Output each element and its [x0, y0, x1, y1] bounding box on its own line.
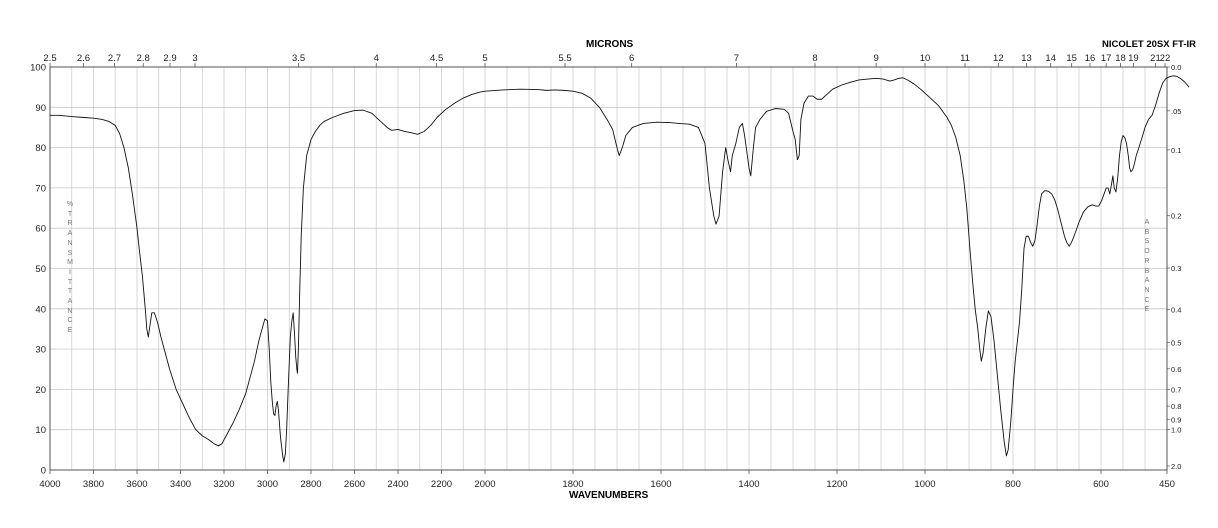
x-tick-label: 600 [1093, 479, 1109, 490]
x-tick-label: 800 [1005, 479, 1021, 490]
y-tick-label: 70 [35, 183, 46, 194]
micron-tick-label: 11 [960, 53, 970, 64]
micron-tick-label: 7 [734, 53, 739, 64]
micron-tick-label: 3 [192, 53, 197, 64]
x-tick-label: 2400 [387, 479, 408, 490]
y-tick-label: 40 [35, 304, 46, 315]
y-tick-label: 20 [35, 385, 46, 396]
absorbance-tick-label: 0.5 [1171, 339, 1181, 348]
absorbance-tick-label: 0.8 [1171, 402, 1181, 411]
plot-frame [49, 66, 1168, 471]
absorbance-tick-label: 0.2 [1171, 212, 1181, 221]
micron-tick-label: 3.5 [292, 53, 305, 64]
x-tick-label: 2200 [431, 479, 452, 490]
y-axis-title-left: % T R A N S M I T T A N C E [66, 201, 74, 335]
absorbance-tick-label: .05 [1171, 107, 1181, 116]
micron-tick-label: 4.5 [430, 53, 443, 64]
x-tick-label: 2000 [474, 479, 495, 490]
micron-tick-label: 17 [1101, 53, 1112, 64]
micron-tick-label: 15 [1066, 53, 1077, 64]
x-tick-label: 1400 [738, 479, 759, 490]
micron-tick-label: 16 [1085, 53, 1096, 64]
absorbance-tick-label: 0.6 [1171, 365, 1181, 374]
y-tick-label: 30 [35, 345, 46, 356]
micron-tick-label: 10 [920, 53, 931, 64]
y-tick-label: 100 [30, 63, 46, 74]
x-tick-label: 1200 [826, 479, 847, 490]
micron-tick-label: 14 [1045, 53, 1056, 64]
micron-tick-label: 9 [873, 53, 878, 64]
x-tick-label: 1800 [562, 479, 583, 490]
absorbance-tick-label: 1.0 [1171, 426, 1181, 435]
y-tick-label: 50 [35, 264, 46, 275]
micron-tick-label: 2.9 [163, 53, 176, 64]
micron-tick-label: 2.8 [137, 53, 150, 64]
absorbance-tick-label: 0.3 [1171, 264, 1181, 273]
micron-tick-label: 2.5 [43, 53, 56, 64]
micron-tick-label: 6 [629, 53, 634, 64]
micron-tick-label: 5 [482, 53, 487, 64]
micron-axis: 2.5 2.6 2.7 2.8 2.9 3 3.5 4 4.5 5 5.5 6 7 8 9 10 11 12 13 1… [43, 53, 1170, 67]
x-tick-label: 3800 [83, 479, 104, 490]
x-tick-label: 3200 [213, 479, 234, 490]
x-axis-title: WAVENUMBERS [569, 490, 649, 501]
absorbance-axis: 0.0 .05 0.1 0.2 0.3 0.4 0.5 0.6 0.7 0.8 0.9 1.0 2.0 [1167, 63, 1181, 471]
wavenumber-axis: 4000 3800 3600 3400 3200 3000 2800 2600 2400 2200… [39, 470, 1175, 490]
micron-tick-label: 21 [1150, 53, 1161, 64]
absorbance-tick-label: 0.4 [1171, 306, 1181, 315]
y-tick-label: 10 [35, 425, 46, 436]
x-tick-label: 2800 [300, 479, 321, 490]
y-tick-label: 60 [35, 224, 46, 235]
microns-axis-title: MICRONS [586, 39, 634, 50]
micron-tick-label: 4 [374, 53, 379, 64]
x-tick-label: 3600 [126, 479, 147, 490]
micron-tick-label: 8 [812, 53, 817, 64]
absorbance-tick-label: 0.1 [1171, 146, 1181, 155]
spectrum-line [50, 75, 1190, 463]
y-tick-label: 90 [35, 103, 46, 114]
x-tick-label: 3000 [257, 479, 278, 490]
transmittance-axis: 0 10 20 30 40 50 60 70 80 90 100 [30, 63, 46, 477]
micron-tick-label: 13 [1021, 53, 1032, 64]
x-tick-label: 1000 [914, 479, 935, 490]
x-tick-label: 450 [1159, 479, 1175, 490]
micron-tick-label: 19 [1128, 53, 1139, 64]
micron-tick-label: 2.6 [77, 53, 90, 64]
y-tick-label: 80 [35, 143, 46, 154]
micron-tick-label: 2.7 [108, 53, 121, 64]
horizontal-gridlines [50, 106, 1167, 431]
x-tick-label: 3400 [170, 479, 191, 490]
instrument-label: NICOLET 20SX FT-IR [1102, 39, 1196, 50]
y-axis-title-right: A B S O R B A N C E [1144, 219, 1150, 314]
x-tick-label: 4000 [39, 479, 60, 490]
absorbance-tick-label: 0.0 [1171, 63, 1181, 72]
absorbance-tick-label: 2.0 [1171, 462, 1181, 471]
micron-tick-label: 12 [993, 53, 1004, 64]
y-tick-label: 0 [41, 466, 46, 477]
micron-tick-label: 18 [1115, 53, 1126, 64]
absorbance-tick-label: 0.9 [1171, 415, 1181, 424]
micron-tick-label: 5.5 [558, 53, 571, 64]
micron-tick-label: 22 [1160, 53, 1171, 64]
x-tick-label: 1600 [650, 479, 671, 490]
x-tick-label: 2600 [344, 479, 365, 490]
absorbance-tick-label: 0.7 [1171, 386, 1181, 395]
